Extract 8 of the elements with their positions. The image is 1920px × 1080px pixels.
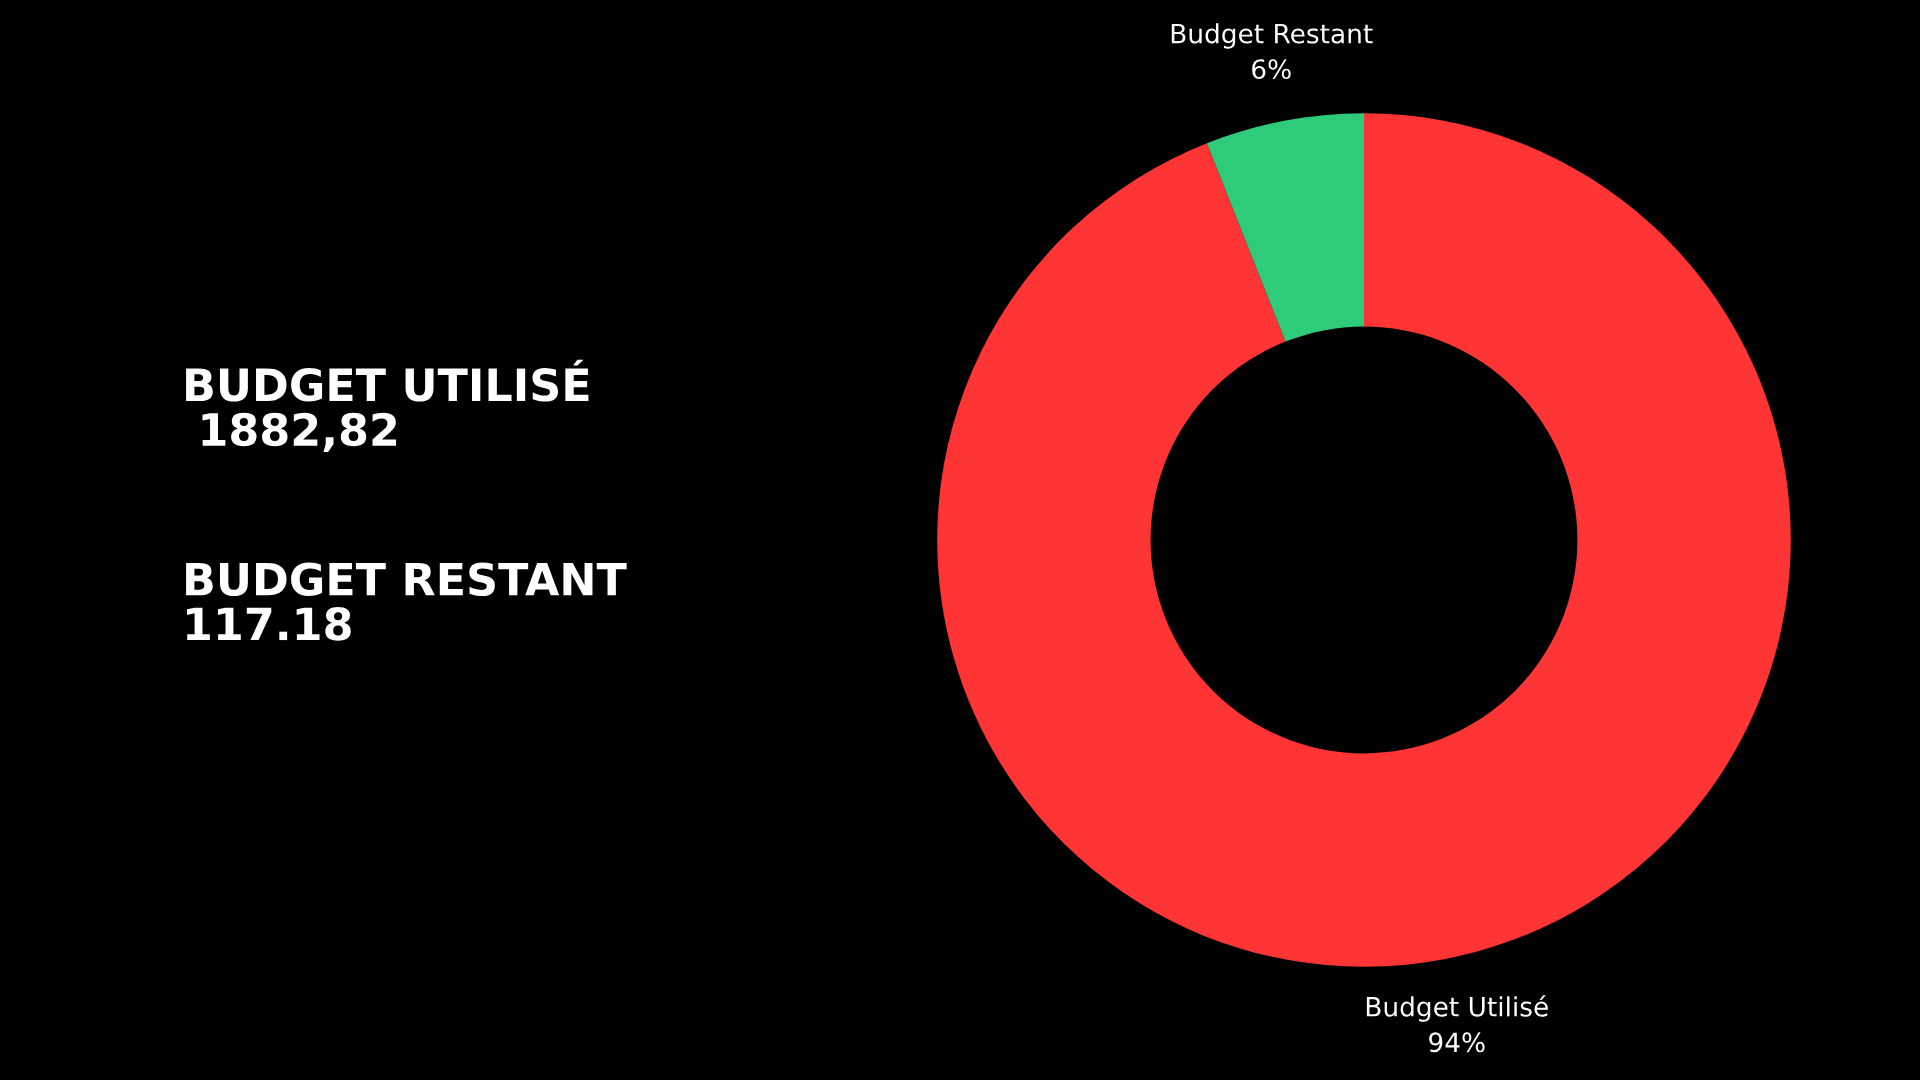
slice-label: Budget Utilisé — [1366, 995, 1548, 1022]
text: BUDGET RESTANT 117.18 — [186, 562, 627, 641]
donut-slice — [937, 113, 1791, 967]
text: BUDGET UTILISÉ 1882,82 — [186, 359, 589, 452]
data-label: 6% — [1252, 59, 1291, 80]
data-label: 94% — [1429, 1032, 1485, 1053]
donut-slice — [1206, 113, 1364, 342]
slice-label: Budget Restant — [1171, 23, 1373, 49]
